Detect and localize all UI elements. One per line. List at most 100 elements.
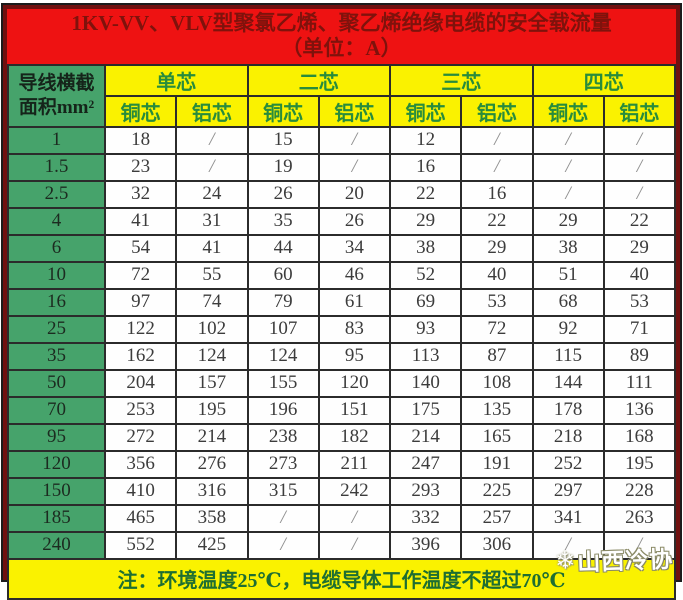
table-row: 4 41 31 35 26 29 22 29 22	[7, 206, 677, 236]
material-header: 铜芯	[388, 94, 463, 128]
size-cell: 35	[7, 341, 106, 371]
value-cell: 396	[388, 530, 463, 560]
value-cell: 102	[175, 314, 249, 344]
value-cell: 29	[460, 233, 534, 263]
value-cell: 113	[388, 341, 463, 371]
empty-cell: /	[246, 530, 320, 560]
value-cell: 252	[531, 449, 605, 479]
table-row: 6 54 41 44 34 38 29 38 29	[7, 233, 677, 263]
core-group-header: 二芯	[246, 63, 391, 97]
value-cell: 144	[531, 368, 605, 398]
value-cell: 51	[531, 260, 605, 290]
value-cell: 122	[103, 314, 178, 344]
value-cell: 18	[103, 125, 178, 155]
value-cell: 196	[246, 395, 320, 425]
table-title: 1KV-VV、VLV型聚氯乙烯、聚乙烯绝缘电缆的安全载流量 （单位：A）	[7, 9, 676, 64]
conductor-area-line-1: 导线横截	[18, 72, 95, 94]
empty-cell: /	[246, 503, 320, 533]
table-frame: 1KV-VV、VLV型聚氯乙烯、聚乙烯绝缘电缆的安全载流量 （单位：A） 导线横…	[1, 3, 682, 600]
value-cell: 16	[388, 152, 463, 182]
value-cell: 53	[460, 287, 534, 317]
value-cell: 38	[531, 233, 605, 263]
value-cell: 214	[175, 422, 249, 452]
value-cell: 31	[175, 206, 249, 236]
value-cell: 23	[103, 152, 178, 182]
size-cell: 120	[7, 449, 106, 479]
empty-cell: /	[175, 125, 249, 155]
size-cell: 70	[7, 395, 106, 425]
value-cell: 38	[388, 233, 463, 263]
value-cell: 97	[103, 287, 178, 317]
value-cell: 272	[103, 422, 178, 452]
value-cell: 61	[317, 287, 392, 317]
value-cell: 218	[531, 422, 605, 452]
value-cell: 306	[460, 530, 534, 560]
value-cell: 22	[602, 206, 677, 236]
value-cell: 465	[103, 503, 178, 533]
sub-header-row: 铜芯 铝芯 铜芯 铝芯 铜芯 铝芯 铜芯 铝芯	[8, 94, 677, 128]
value-cell: 195	[175, 395, 249, 425]
empty-cell: /	[317, 152, 392, 182]
value-cell: 168	[602, 422, 677, 452]
value-cell: 124	[246, 341, 320, 371]
value-cell: 332	[388, 503, 463, 533]
value-cell: 273	[246, 449, 320, 479]
material-header: 铜芯	[246, 94, 320, 128]
value-cell: 228	[602, 476, 677, 506]
table-row: 185 465 358//332 257 341 263	[7, 503, 677, 533]
material-header: 铝芯	[175, 94, 249, 128]
size-cell: 10	[7, 260, 106, 290]
table-row: 120 356 276 273 211 247 191 252 195	[7, 449, 677, 479]
value-cell: 276	[175, 449, 249, 479]
core-group-header: 三芯	[389, 63, 534, 97]
table-row: 16 97 74 79 61 69 53 68 53	[7, 287, 677, 317]
size-cell: 95	[7, 422, 106, 452]
size-cell: 25	[7, 314, 106, 344]
size-cell: 240	[7, 530, 106, 560]
value-cell: 60	[246, 260, 320, 290]
value-cell: 136	[602, 395, 677, 425]
value-cell: 242	[317, 476, 392, 506]
table-row: 10 72 55 60 46 52 40 51 40	[7, 260, 677, 290]
value-cell: 72	[460, 314, 534, 344]
value-cell: 552	[103, 530, 178, 560]
value-cell: 22	[388, 179, 463, 209]
value-cell: 71	[602, 314, 677, 344]
value-cell: 87	[460, 341, 534, 371]
size-cell: 2.5	[7, 179, 106, 209]
empty-cell: /	[531, 125, 605, 155]
value-cell: 72	[103, 260, 178, 290]
value-cell: 410	[103, 476, 178, 506]
material-header: 铝芯	[460, 94, 534, 128]
value-cell: 74	[175, 287, 249, 317]
value-cell: 425	[175, 530, 249, 560]
value-cell: 69	[388, 287, 463, 317]
table-row: 150 410 316 315 242 293 225 297 228	[7, 476, 677, 506]
value-cell: 55	[175, 260, 249, 290]
value-cell: 155	[246, 368, 320, 398]
value-cell: 263	[602, 503, 677, 533]
empty-cell: /	[317, 125, 392, 155]
value-cell: 29	[531, 206, 605, 236]
value-cell: 214	[388, 422, 463, 452]
value-cell: 68	[531, 287, 605, 317]
core-group-header: 单芯	[104, 63, 249, 97]
empty-cell: /	[175, 152, 249, 182]
value-cell: 95	[317, 341, 392, 371]
value-cell: 46	[317, 260, 392, 290]
value-cell: 54	[103, 233, 178, 263]
material-header: 铝芯	[602, 94, 677, 128]
value-cell: 29	[602, 233, 677, 263]
value-cell: 111	[602, 368, 677, 398]
value-cell: 20	[317, 179, 392, 209]
size-cell: 6	[7, 233, 106, 263]
table-row: 70 253 195 196 151 175 135 178 136	[7, 395, 677, 425]
footnote: 注：环境温度25℃，电缆导体工作温度不超过70℃	[7, 559, 676, 600]
size-cell: 4	[7, 206, 106, 236]
value-cell: 341	[531, 503, 605, 533]
value-cell: 165	[460, 422, 534, 452]
value-cell: 41	[103, 206, 178, 236]
value-cell: 26	[317, 206, 392, 236]
value-cell: 12	[388, 125, 463, 155]
